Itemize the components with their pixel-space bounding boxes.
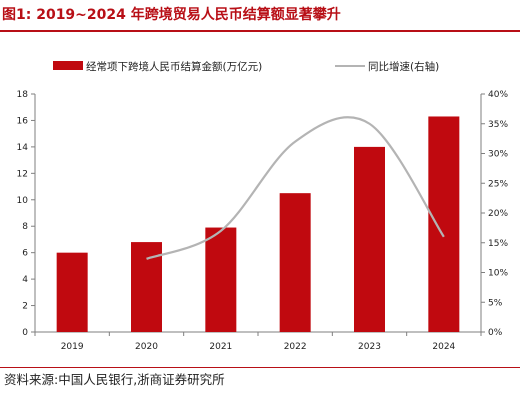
chart: 经常项下跨境人民币结算金额(万亿元) 同比增速(右轴) 0 2 4 6 8 10 12 14 1…: [17, 60, 509, 352]
bar: [205, 227, 237, 332]
right-y-tick-label: 5%: [488, 298, 503, 308]
left-y-tick-label: 0: [22, 328, 28, 338]
legend-bar-swatch: [53, 61, 83, 70]
left-y-tick-label: 8: [22, 222, 28, 232]
x-tick-label: 2022: [284, 342, 307, 352]
left-y-tick-label: 4: [22, 275, 28, 285]
x-tick-label: 2023: [358, 342, 381, 352]
left-y-tick-label: 14: [17, 143, 29, 153]
right-y-tick-label: 25%: [488, 179, 508, 189]
left-y-tick-label: 16: [17, 116, 29, 126]
right-y-tick-label: 40%: [488, 90, 508, 100]
left-y-tick-label: 6: [22, 249, 28, 259]
right-y-tick-label: 20%: [488, 209, 508, 219]
right-y-tick-label: 0%: [488, 328, 503, 338]
x-tick-label: 2019: [61, 342, 84, 352]
legend: 经常项下跨境人民币结算金额(万亿元) 同比增速(右轴): [53, 60, 439, 73]
right-y-tick-label: 15%: [488, 239, 508, 249]
bar: [354, 146, 385, 332]
x-tick-label: 2021: [209, 342, 232, 352]
right-y-tick-label: 10%: [488, 269, 508, 279]
left-y-tick-label: 2: [22, 302, 28, 312]
figure-title: 图1: 2019~2024 年跨境贸易人民币结算额显著攀升: [2, 7, 341, 23]
left-y-tick-label: 12: [17, 169, 28, 179]
legend-line-label: 同比增速(右轴): [368, 60, 439, 73]
source-divider: [0, 367, 520, 368]
right-y-tick-label: 35%: [488, 120, 508, 130]
x-tick-label: 2020: [135, 342, 158, 352]
bar: [279, 193, 311, 332]
legend-bar-label: 经常项下跨境人民币结算金额(万亿元): [86, 60, 262, 73]
left-y-tick-label: 18: [17, 90, 29, 100]
growth-rate-line: [146, 116, 445, 260]
right-y-tick-label: 30%: [488, 150, 508, 160]
bar: [428, 116, 460, 332]
left-y-tick-label: 10: [17, 196, 29, 206]
bar: [56, 252, 88, 332]
x-tick-label: 2024: [432, 342, 455, 352]
title-divider: [0, 30, 520, 32]
source-note: 资料来源:中国人民银行,浙商证券研究所: [4, 372, 225, 387]
plot-area: 0 2 4 6 8 10 12 14 16 18 0% 5% 10% 15% 20% 25% 30% 35% 40%…: [17, 90, 509, 352]
